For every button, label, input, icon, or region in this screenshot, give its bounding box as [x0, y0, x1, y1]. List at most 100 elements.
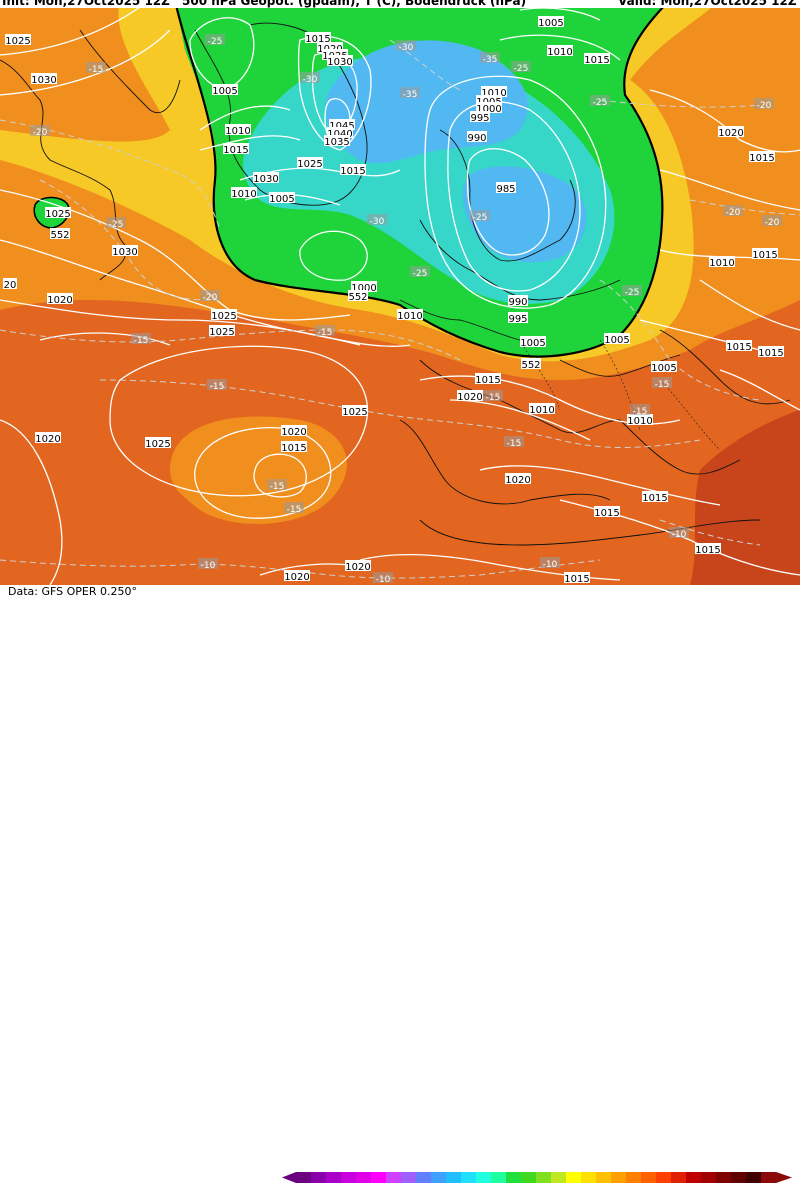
svg-text:1030: 1030 [253, 174, 278, 185]
temperature-label: -15 [315, 325, 335, 338]
isobar-label: 1015 [726, 340, 752, 353]
svg-text:1020: 1020 [718, 128, 743, 139]
temperature-label: -20 [762, 215, 782, 228]
isobar-label: 1015 [594, 506, 620, 519]
scale-swatch [386, 1172, 402, 1183]
map-footer: Data: GFS OPER 0.250° [0, 585, 800, 1183]
scale-arrow-right [776, 1172, 792, 1183]
temperature-label: -25 [470, 210, 490, 223]
isobar-label: 1020 [457, 390, 483, 403]
svg-text:1030: 1030 [112, 247, 137, 258]
svg-text:-15: -15 [210, 382, 225, 392]
scale-swatch [551, 1172, 567, 1183]
isobar-label: 1010 [547, 45, 573, 58]
svg-text:1010: 1010 [481, 88, 506, 99]
svg-text:1010: 1010 [547, 47, 572, 58]
isobar-label: 995 [508, 312, 528, 325]
isobar-label: 1005 [520, 336, 546, 349]
isobar-label: 1010 [709, 256, 735, 269]
svg-text:-10: -10 [376, 575, 391, 585]
svg-text:-25: -25 [208, 37, 223, 47]
isobar-label: 1000 [351, 281, 377, 294]
isobar-label: 1010 [397, 309, 423, 322]
svg-text:1020: 1020 [505, 475, 530, 486]
temperature-label: -25 [622, 285, 642, 298]
scale-swatch [716, 1172, 732, 1183]
isobar-label: 1025 [297, 157, 323, 170]
temperature-label: -30 [396, 40, 416, 53]
temperature-label: -20 [200, 290, 220, 303]
temperature-label: -30 [367, 214, 387, 227]
isobar-label: 1010 [225, 124, 251, 137]
isobar-label: 1030 [253, 172, 279, 185]
svg-text:-15: -15 [287, 505, 302, 515]
scale-swatch [326, 1172, 342, 1183]
svg-text:1015: 1015 [584, 55, 609, 66]
svg-text:1010: 1010 [225, 126, 250, 137]
svg-text:1045: 1045 [329, 121, 354, 132]
isobar-label: 1035 [324, 135, 350, 148]
isobar-label: 1020 [718, 126, 744, 139]
height-552-contour [173, 0, 671, 358]
isobar-label: 1005 [212, 84, 238, 97]
height-552-labels: 552 552 552 [50, 228, 541, 371]
svg-text:-30: -30 [303, 75, 318, 85]
svg-text:1020: 1020 [457, 392, 482, 403]
svg-text:-25: -25 [593, 98, 608, 108]
temperature-label: -25 [106, 217, 126, 230]
svg-text:-20: -20 [726, 208, 741, 218]
svg-text:1005: 1005 [212, 86, 237, 97]
svg-text:-25: -25 [625, 288, 640, 298]
isobar-label: 1025 [5, 34, 31, 47]
isobar-label: 1025 [209, 325, 235, 338]
isobar-label: 1015 [758, 346, 784, 359]
svg-text:1020: 1020 [35, 434, 60, 445]
svg-text:-10: -10 [672, 530, 687, 540]
svg-text:-15: -15 [270, 482, 285, 492]
svg-text:995: 995 [508, 314, 527, 325]
temperature-label: -35 [480, 52, 500, 65]
isobar-label: 1015 [305, 32, 331, 45]
scale-arrow-left [282, 1172, 296, 1183]
isobar-label: 1010 [627, 414, 653, 427]
svg-text:1025: 1025 [209, 327, 234, 338]
color-scale [282, 1172, 792, 1183]
svg-text:-10: -10 [201, 561, 216, 571]
svg-text:1025: 1025 [297, 159, 322, 170]
temperature-label: -15 [131, 333, 151, 346]
svg-text:-15: -15 [655, 380, 670, 390]
isobar-label: 1015 [475, 373, 501, 386]
svg-text:-25: -25 [514, 64, 529, 74]
svg-text:552: 552 [521, 360, 540, 371]
svg-text:-15: -15 [134, 336, 149, 346]
weather-map: 1025 1030 1005 1010 1015 1015 1020 1025 1030 1045… [0, 0, 800, 585]
isobar-label: 1025 [342, 405, 368, 418]
isobar-label: 1045 [329, 119, 355, 132]
isobar-label: 1015 [281, 441, 307, 454]
valid-time: Valid: Mon,27Oct2025 12Z [618, 0, 797, 8]
scale-swatch [641, 1172, 657, 1183]
svg-text:1015: 1015 [594, 508, 619, 519]
svg-text:1025: 1025 [45, 209, 70, 220]
svg-text:1015: 1015 [223, 145, 248, 156]
svg-text:1010: 1010 [529, 405, 554, 416]
isobar-label: 1020 [345, 560, 371, 573]
svg-text:1020: 1020 [47, 295, 72, 306]
isobar-label: 1030 [327, 55, 353, 68]
isobar-label: 1005 [604, 333, 630, 346]
svg-text:-30: -30 [370, 217, 385, 227]
svg-text:-35: -35 [403, 90, 418, 100]
svg-text:1015: 1015 [281, 443, 306, 454]
scale-swatch [731, 1172, 747, 1183]
scale-swatch [566, 1172, 582, 1183]
svg-text:1015: 1015 [475, 375, 500, 386]
svg-text:1005: 1005 [604, 335, 629, 346]
isobar-label: 1015 [584, 53, 610, 66]
svg-text:-20: -20 [757, 101, 772, 111]
scale-swatch [671, 1172, 687, 1183]
svg-text:-30: -30 [399, 43, 414, 53]
svg-text:1015: 1015 [305, 34, 330, 45]
svg-text:-15: -15 [318, 328, 333, 338]
scale-swatch [371, 1172, 387, 1183]
temperature-label: -20 [723, 205, 743, 218]
